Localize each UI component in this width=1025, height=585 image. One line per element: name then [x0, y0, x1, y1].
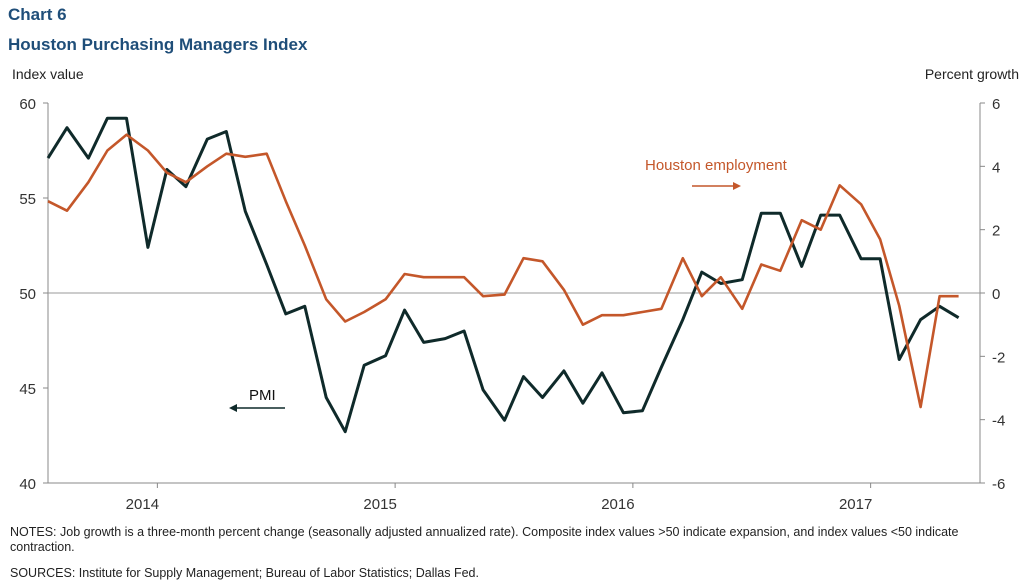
pmi-line: [46, 116, 960, 434]
footnote-notes: NOTES: Job growth is a three-month perce…: [10, 525, 959, 554]
right-tick-label: 4: [992, 159, 1000, 176]
right-tick-label: 2: [992, 223, 1000, 240]
pmi-arrowhead: [229, 404, 237, 412]
right-tick-label: -6: [992, 476, 1005, 493]
axes-layer: 40 45 50 55 60 -6 -4 -2 0 2 4 6 2014 2015 2016 2017: [19, 96, 1005, 513]
x-tick-label: 2015: [363, 496, 396, 513]
left-tick-label: 45: [19, 381, 36, 398]
pmi-series-label: PMI: [249, 387, 276, 404]
series-layer: [46, 116, 960, 434]
left-tick-label: 40: [19, 476, 36, 493]
right-tick-label: 0: [992, 286, 1000, 303]
right-tick-label: -2: [992, 349, 1005, 366]
chart-number: Chart 6: [8, 5, 67, 24]
right-tick-label: -4: [992, 413, 1005, 430]
annotation-layer: Houston employment PMI: [229, 157, 788, 412]
left-axis-title: Index value: [12, 66, 84, 82]
left-tick-label: 60: [19, 96, 36, 113]
left-tick-label: 50: [19, 286, 36, 303]
left-tick-label: 55: [19, 191, 36, 208]
right-tick-label: 6: [992, 96, 1000, 113]
right-axis-title: Percent growth: [924, 66, 1019, 82]
footnote-sources: SOURCES: Institute for Supply Management…: [10, 566, 479, 580]
x-tick-label: 2016: [601, 496, 634, 513]
x-tick-label: 2017: [839, 496, 872, 513]
employment-arrowhead: [733, 182, 741, 190]
chart-title: Houston Purchasing Managers Index: [8, 35, 308, 54]
x-tick-label: 2014: [126, 496, 159, 513]
employment-series-label: Houston employment: [645, 157, 788, 174]
employment-line: [47, 133, 959, 409]
